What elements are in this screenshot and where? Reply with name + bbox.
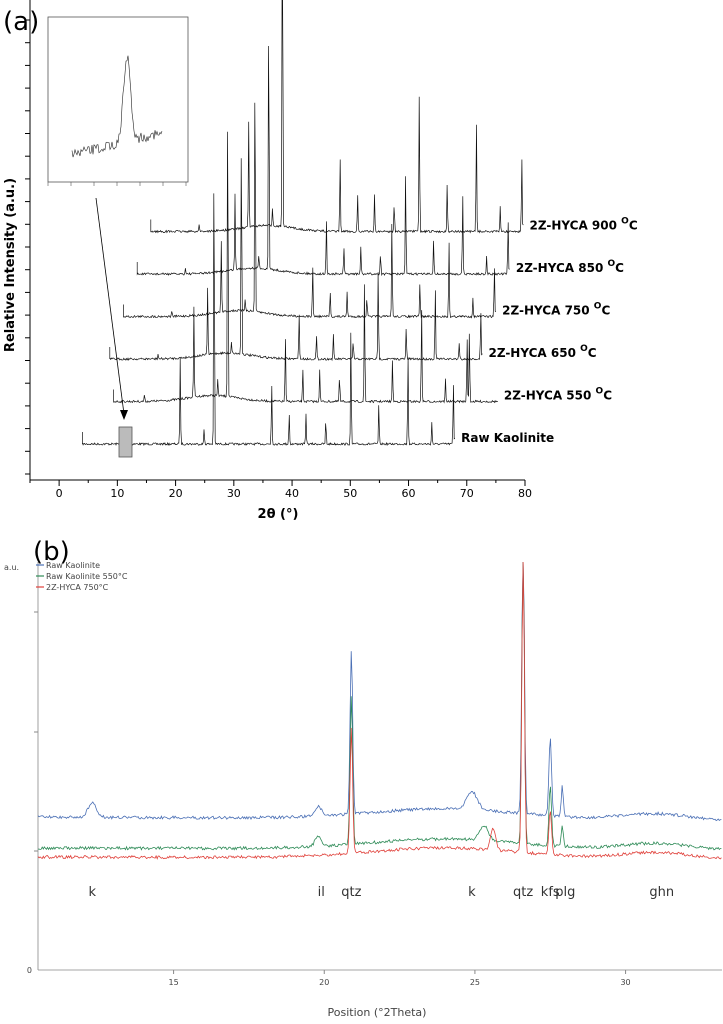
panel-b-label: (b) — [33, 537, 70, 567]
panel-b-legend-entry: Raw Kaolinite — [46, 561, 100, 570]
panel-a-x-tick-label: 10 — [110, 487, 124, 500]
panel-a-degree-unit: C — [588, 346, 597, 360]
panel-a-trace — [113, 131, 498, 404]
panel-b-mineral-label: plg — [555, 885, 575, 900]
panel-b-trace — [37, 561, 722, 822]
panel-b-mineral-label: qtz — [341, 885, 361, 900]
panel-a-y-axis-title: Relative Intensity (a.u.) — [3, 178, 18, 352]
panel-b-mineral-label: il — [318, 885, 325, 900]
panel-a-x-tick-label: 60 — [402, 487, 416, 500]
panel-a-zoom-marker — [118, 426, 133, 458]
panel-b-mineral-label: qtz — [513, 885, 533, 900]
panel-a-degree-unit: C — [629, 219, 638, 233]
panel-a-degree-sup: O — [596, 387, 604, 397]
panel-a-x-tick-label: 20 — [169, 487, 183, 500]
panel-a-degree-sup: O — [594, 302, 602, 312]
panel-b-legend-entry: 2Z-HYCA 750°C — [46, 583, 109, 592]
inset-arrow-line — [95, 197, 125, 415]
panel-b-x-tick-label: 30 — [620, 978, 630, 987]
panel-b-y-zero: 0 — [27, 966, 32, 975]
panel-b-y-axis-title: a.u. — [4, 563, 19, 572]
panel-a-plot: 0 10 20 30 40 50 60 70 80 Raw Kaolinite 2Z-HYCA 55… — [25, 0, 638, 500]
inset-frame — [47, 16, 189, 183]
panel-a-degree-sup: O — [580, 344, 588, 354]
panel-a-label: (a) — [3, 7, 39, 37]
panel-a-trace — [82, 193, 456, 447]
panel-a-x-tick-label: 30 — [227, 487, 241, 500]
panel-b-x-tick-label: 25 — [470, 978, 480, 987]
panel-b-mineral-label: k — [468, 885, 476, 900]
panel-a-inset — [47, 16, 189, 420]
inset-arrow-head — [120, 410, 128, 420]
inset-trace — [71, 55, 163, 158]
panel-a-x-tick-label: 50 — [343, 487, 357, 500]
panel-a-series-label: 2Z-HYCA 850 OC — [516, 259, 624, 275]
panel-b-trace — [37, 561, 722, 851]
panel-b-x-axis-title: Position (°2Theta) — [328, 1006, 427, 1019]
panel-a-trace — [123, 102, 497, 319]
panel-a-series-label: 2Z-HYCA 650 OC — [488, 344, 596, 360]
panel-b-x-tick-label: 15 — [169, 978, 179, 987]
panel-a-trace — [150, 0, 524, 234]
panel-b-mineral-label: kfs — [541, 885, 560, 900]
panel-a-x-tick-label: 0 — [56, 487, 63, 500]
panel-a-degree-sup: O — [621, 217, 629, 227]
panel-a-series-label: 2Z-HYCA 900 OC — [530, 217, 638, 233]
panel-b-x-tick-label: 20 — [319, 978, 329, 987]
panel-a-x-tick-label: 40 — [285, 487, 299, 500]
panel-a-degree-unit: C — [601, 304, 610, 318]
panel-a-x-tick-label: 70 — [460, 487, 474, 500]
panel-a-x-tick-label: 80 — [518, 487, 532, 500]
panel-b-mineral-label: k — [88, 885, 96, 900]
panel-a-x-axis-title: 2θ (°) — [258, 507, 299, 522]
panel-a-degree-unit: C — [615, 261, 624, 275]
panel-b-trace — [37, 561, 722, 860]
panel-a-trace — [109, 158, 483, 362]
panel-b-mineral-label: ghn — [649, 885, 674, 900]
panel-a-series-label: 2Z-HYCA 750 OC — [502, 302, 610, 318]
panel-a-degree-unit: C — [603, 389, 612, 403]
panel-a-trace — [136, 45, 510, 277]
panel-a-series-label: Raw Kaolinite — [461, 431, 554, 445]
panel-b-plot: 0 15 20 25 30 Raw Kaolinite Raw Kaolinite 550°… — [27, 561, 722, 987]
panel-b-legend-entry: Raw Kaolinite 550°C — [46, 572, 128, 581]
panel-a-degree-sup: O — [607, 259, 615, 269]
panel-a-series-label: 2Z-HYCA 550 OC — [504, 387, 612, 403]
